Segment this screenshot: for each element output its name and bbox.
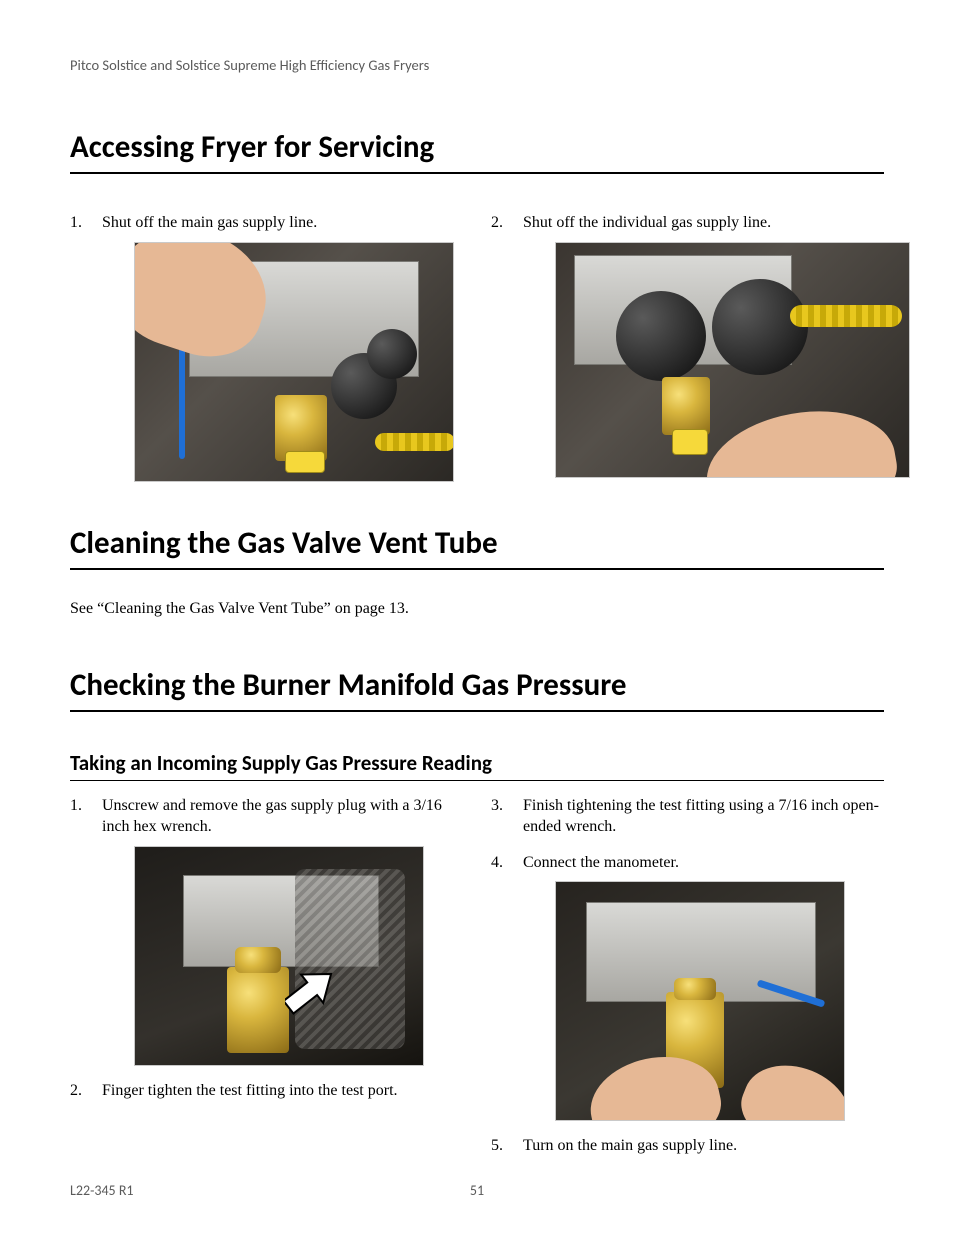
photo-individual-shutoff [555,242,910,478]
step-number: 1. [70,795,94,817]
footer-page-number: 51 [70,1182,884,1199]
s3-list-right: 3. Finish tightening the test fitting us… [491,795,884,1157]
step-text: Shut off the main gas supply line. [102,214,317,231]
page-footer: L22-345 R1 51 [70,1182,884,1199]
subheading-incoming-reading: Taking an Incoming Supply Gas Pressure R… [70,750,884,781]
vent-tube-reference: See “Cleaning the Gas Valve Vent Tube” o… [70,600,884,618]
step-remove-plug: 1. Unscrew and remove the gas supply plu… [70,795,463,1066]
step-text: Turn on the main gas supply line. [523,1137,737,1154]
step-shutoff-main: 1. Shut off the main gas supply line. [70,212,463,482]
step-wrench-tighten: 3. Finish tightening the test fitting us… [491,795,884,838]
s3-col-left: 1. Unscrew and remove the gas supply plu… [70,795,463,1171]
s1-col-right: 2. Shut off the individual gas supply li… [491,212,884,496]
step-turn-on-main: 5. Turn on the main gas supply line. [491,1135,884,1157]
step-text: Unscrew and remove the gas supply plug w… [102,797,442,836]
photo-manometer [555,881,845,1121]
s1-col-left: 1. Shut off the main gas supply line. [70,212,463,496]
step-number: 1. [70,212,94,234]
step-shutoff-individual: 2. Shut off the individual gas supply li… [491,212,884,478]
step-text: Finger tighten the test fitting into the… [102,1082,398,1099]
step-number: 2. [70,1080,94,1102]
heading-checking-pressure: Checking the Burner Manifold Gas Pressur… [70,666,884,712]
step-number: 4. [491,852,515,874]
heading-cleaning-vent-tube: Cleaning the Gas Valve Vent Tube [70,524,884,570]
page-header: Pitco Solstice and Solstice Supreme High… [70,56,884,74]
step-number: 2. [491,212,515,234]
s3-list-left: 1. Unscrew and remove the gas supply plu… [70,795,463,1102]
step-connect-manometer: 4. Connect the manometer. [491,852,884,1122]
heading-accessing-fryer: Accessing Fryer for Servicing [70,128,884,174]
s1-columns: 1. Shut off the main gas supply line. [70,212,884,496]
step-finger-tighten: 2. Finger tighten the test fitting into … [70,1080,463,1102]
step-text: Shut off the individual gas supply line. [523,214,771,231]
s1-list-right: 2. Shut off the individual gas supply li… [491,212,884,478]
step-number: 3. [491,795,515,817]
step-text: Finish tightening the test fitting using… [523,797,879,836]
arrow-icon [285,963,353,1019]
s3-columns: 1. Unscrew and remove the gas supply plu… [70,795,884,1171]
step-text: Connect the manometer. [523,854,679,871]
photo-main-shutoff [134,242,454,482]
s1-list-left: 1. Shut off the main gas supply line. [70,212,463,482]
s3-col-right: 3. Finish tightening the test fitting us… [491,795,884,1171]
step-number: 5. [491,1135,515,1157]
photo-gas-plug [134,846,424,1066]
